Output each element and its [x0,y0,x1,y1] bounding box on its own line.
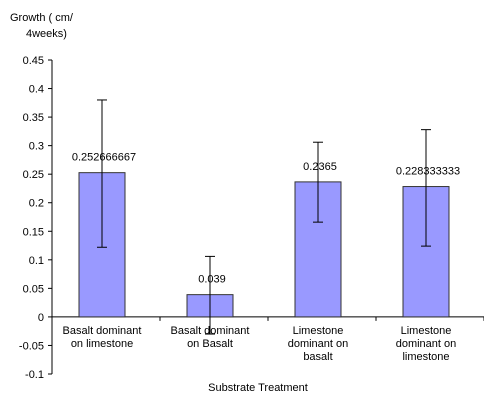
y-tick-label: 0.3 [29,141,44,153]
x-category-label-line: on limestone [70,337,134,350]
data-label: 0.039 [198,274,226,286]
y-tick-label: 0.45 [23,55,44,67]
x-category-label-line: Basalt dominant [170,324,250,337]
x-category-label-line: dominant on [395,337,457,350]
x-category-label-line: Basalt dominant [62,324,142,337]
x-category-label-line: dominant on [287,337,349,350]
y-tick-label: -0.05 [19,340,44,352]
y-tick-label: 0.15 [23,226,44,238]
data-label: 0.2365 [303,161,337,173]
x-category-label-line: basalt [303,350,333,363]
x-category-label: Limestone dominant on limestone [376,325,476,364]
data-label: 0.228333333 [396,166,460,178]
x-category-label: Limestone dominant on basalt [268,325,368,364]
y-tick-label: -0.1 [25,369,44,381]
x-category-label-line: limestone [402,350,450,363]
x-category-label: Basalt dominant on Basalt [160,325,260,351]
x-category-label-line: Limestone [400,324,452,337]
data-label: 0.252666667 [72,152,136,164]
y-tick-label: 0.05 [23,283,44,295]
y-tick-label: 0.35 [23,112,44,124]
x-category-label: Basalt dominant on limestone [52,325,152,351]
bar [294,181,342,318]
y-tick-label: 0.1 [29,255,44,267]
y-tick-label: 0.2 [29,198,44,210]
y-tick-label: 0.25 [23,169,44,181]
y-axis-label-line-1: Growth ( cm/ [10,12,73,24]
y-tick-label: 0 [38,312,44,324]
x-category-label-line: on Basalt [187,337,233,350]
y-axis-label-line-2: 4weeks) [26,28,67,40]
x-axis-label: Substrate Treatment [208,382,308,394]
y-tick-label: 0.4 [29,84,44,96]
x-category-label-line: Limestone [292,324,344,337]
